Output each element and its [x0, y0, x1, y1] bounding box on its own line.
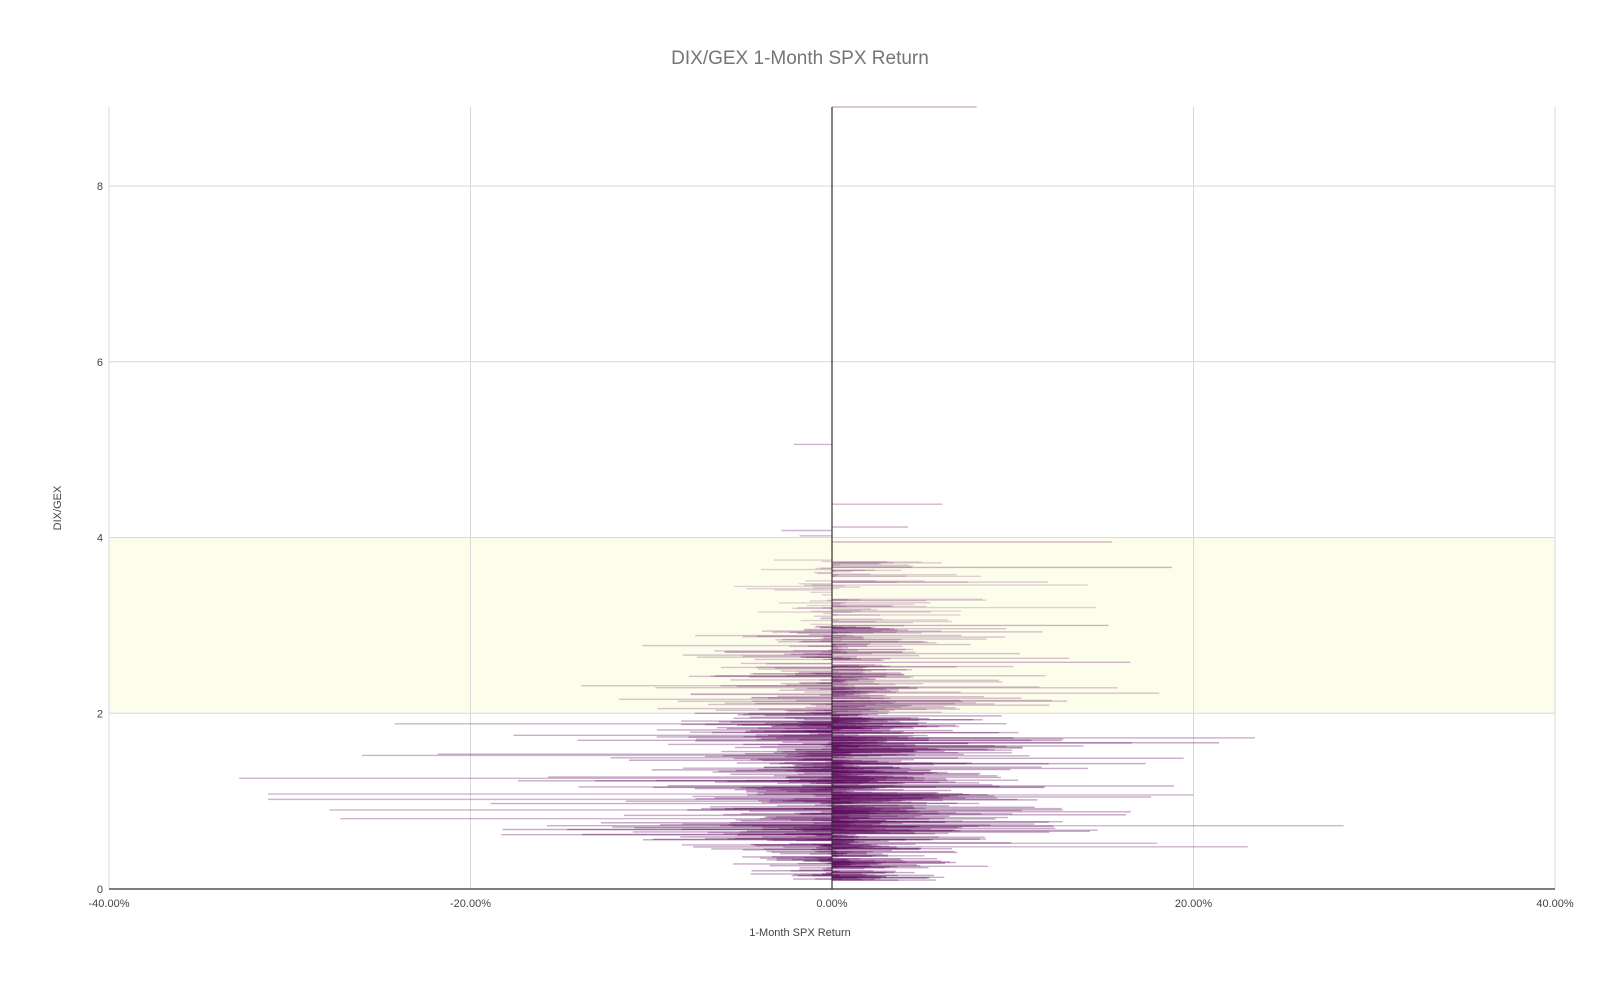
chart-title: DIX/GEX 1-Month SPX Return	[671, 48, 929, 69]
bars-group	[239, 106, 1344, 881]
x-tick-label: -20.00%	[450, 898, 491, 910]
x-tick-label: 20.00%	[1175, 898, 1213, 910]
y-tick-label: 0	[97, 884, 103, 896]
y-tick-label: 2	[97, 708, 103, 720]
y-tick-label: 4	[97, 533, 103, 545]
y-axis-title: DIX/GEX	[52, 485, 64, 531]
x-tick-label: 0.00%	[816, 898, 847, 910]
y-tick-label: 6	[97, 357, 103, 369]
x-tick-label: 40.00%	[1536, 898, 1574, 910]
y-tick-label: 8	[97, 181, 103, 193]
x-tick-label: -40.00%	[89, 898, 130, 910]
x-axis-title: 1-Month SPX Return	[749, 927, 851, 939]
